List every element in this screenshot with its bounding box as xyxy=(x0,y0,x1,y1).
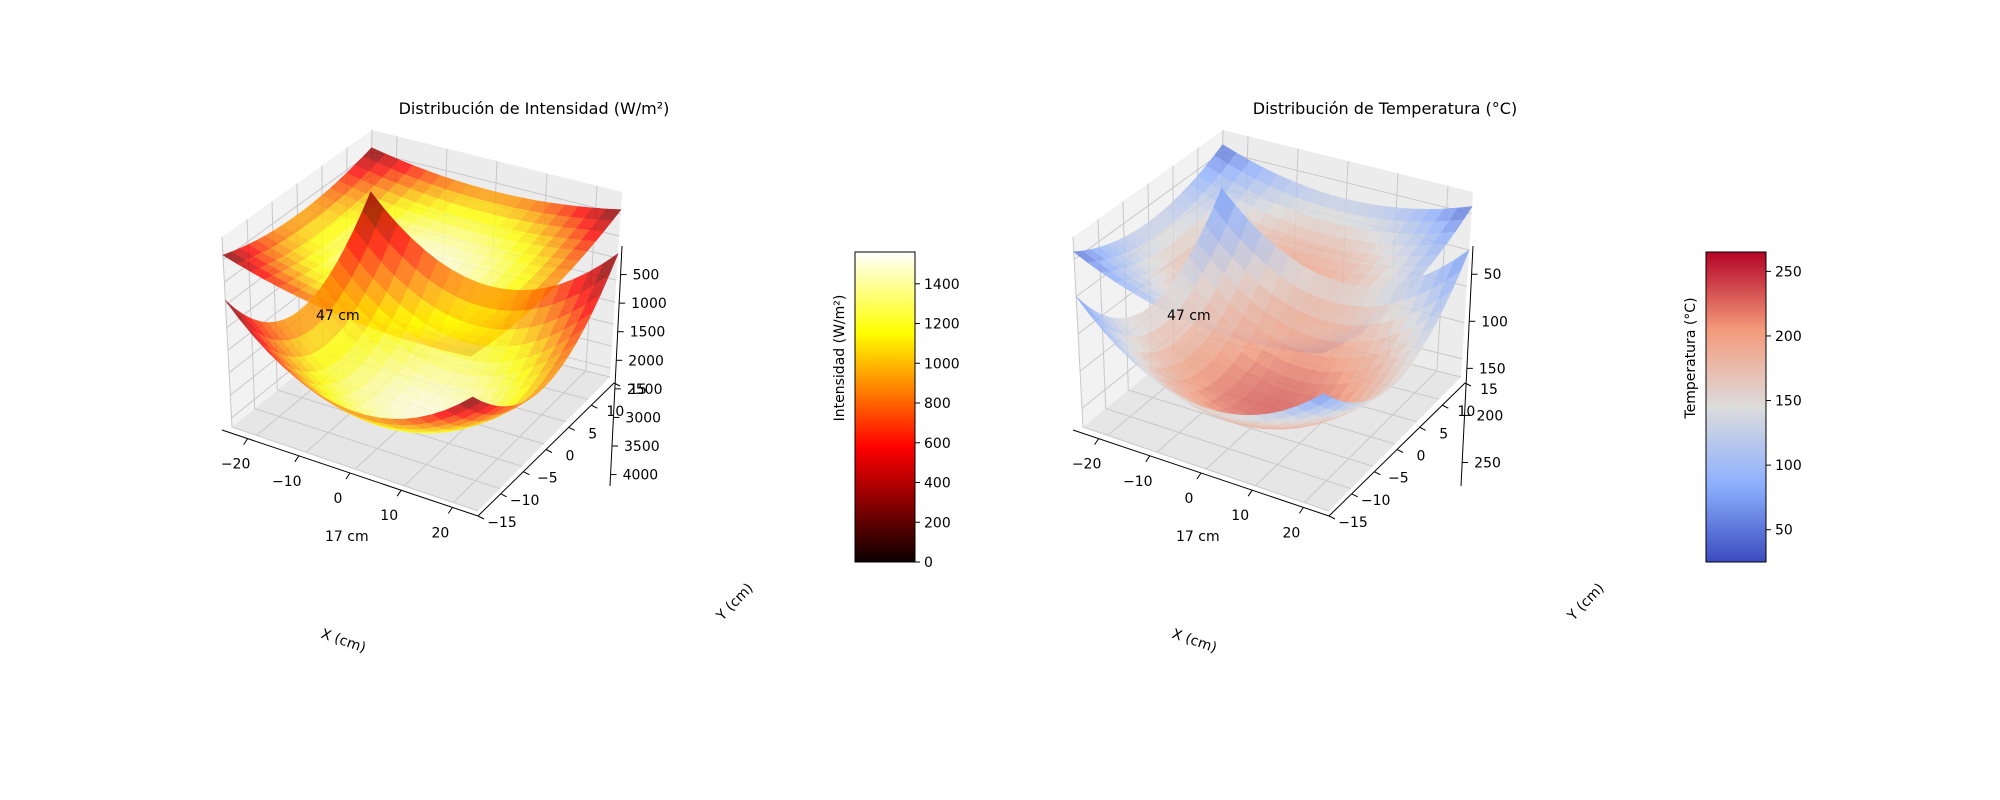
y-tick-label: −10 xyxy=(510,493,540,509)
y-tick xyxy=(568,426,575,431)
y-tick xyxy=(1328,515,1336,520)
y-tick-label: −15 xyxy=(487,515,517,531)
x-tick xyxy=(1145,455,1151,463)
x-tick xyxy=(243,438,249,445)
x-tick-label: −20 xyxy=(1072,457,1102,473)
y-gridline xyxy=(246,219,501,490)
chart-title: Distribución de Temperatura (°C) xyxy=(1253,99,1517,118)
y-tick-label: 0 xyxy=(1417,449,1426,465)
colorbar-tick-label: 1000 xyxy=(924,356,960,372)
y-tick xyxy=(500,493,507,498)
colorbar-label: Intensidad (W/m²) xyxy=(832,295,848,422)
x-tick xyxy=(447,507,453,514)
z-tick-label: 3500 xyxy=(624,439,660,455)
colorbar-tick-label: 0 xyxy=(924,555,933,571)
y-tick xyxy=(613,382,621,387)
annotation-17cm: 17 cm xyxy=(325,529,369,545)
z-tick-label: 2500 xyxy=(627,382,663,398)
y-tick-label: −10 xyxy=(1361,493,1391,509)
x-tick xyxy=(1247,489,1253,497)
x-axis-label: X (cm) xyxy=(319,626,368,656)
z-tick-label: 500 xyxy=(633,268,660,284)
z-axis-line xyxy=(1460,245,1474,487)
colorbar-tick-label: 400 xyxy=(924,476,951,492)
x-tick xyxy=(294,455,300,463)
z-tick-label: 250 xyxy=(1474,455,1501,471)
y-tick-label: 5 xyxy=(588,426,597,442)
y-tick-label: 15 xyxy=(629,382,647,398)
x-tick-label: 10 xyxy=(380,508,398,524)
y-gridline xyxy=(1072,236,1330,512)
y-tick xyxy=(1442,404,1449,409)
x-tick xyxy=(396,489,402,497)
x-axis-label: X (cm) xyxy=(1170,626,1219,656)
z-tick-label: 2000 xyxy=(628,353,664,369)
surface-cell xyxy=(1309,393,1333,406)
x-tick xyxy=(1196,472,1202,480)
y-tick xyxy=(1419,426,1426,431)
y-tick-label: −5 xyxy=(1388,471,1409,487)
z-tick-label: 200 xyxy=(1477,408,1504,424)
surface-cell xyxy=(458,396,482,410)
colorbar xyxy=(1705,251,1767,563)
y-tick xyxy=(1374,471,1381,476)
z-tick-label: 150 xyxy=(1479,361,1506,377)
x-tick-label: 10 xyxy=(1231,508,1249,524)
z-tick-label: 100 xyxy=(1481,314,1508,330)
z-tick-label: 1500 xyxy=(630,325,666,341)
y-tick-label: −5 xyxy=(537,471,558,487)
colorbar-tick-label: 1200 xyxy=(924,317,960,333)
x-tick-label: −10 xyxy=(1123,474,1153,490)
y-tick xyxy=(477,515,485,520)
x-tick-label: −20 xyxy=(221,457,251,473)
chart-title: Distribución de Intensidad (W/m²) xyxy=(399,99,670,118)
colorbar-tick-label: 200 xyxy=(1775,329,1802,345)
colorbar-tick-label: 100 xyxy=(1775,458,1802,474)
z-tick-label: 4000 xyxy=(623,468,659,484)
y-tick xyxy=(1464,382,1472,387)
colorbar-tick-label: 800 xyxy=(924,396,951,412)
y-tick-label: 10 xyxy=(606,404,624,420)
intensity-panel: −20−1001020−15−10−5051015500100015002000… xyxy=(221,99,960,656)
y-tick xyxy=(523,471,530,476)
z-tick-label: 1000 xyxy=(631,296,667,312)
annotation-47cm: 47 cm xyxy=(1167,308,1211,324)
y-tick-label: 15 xyxy=(1480,382,1498,398)
x-tick-label: 0 xyxy=(334,491,343,507)
x-tick xyxy=(1094,438,1100,445)
y-tick-label: −15 xyxy=(1338,515,1368,531)
y-axis-label: Y (cm) xyxy=(713,580,757,624)
x-tick xyxy=(1298,507,1304,514)
x-tick-label: −10 xyxy=(272,474,302,490)
x-tick-label: 20 xyxy=(431,525,449,541)
y-tick-label: 5 xyxy=(1439,426,1448,442)
y-tick xyxy=(1351,493,1358,498)
z-tick-label: 3000 xyxy=(625,410,661,426)
surface-17cm xyxy=(1075,187,1470,430)
y-tick-label: 10 xyxy=(1457,404,1475,420)
y-gridline xyxy=(1097,219,1352,490)
colorbar xyxy=(854,251,916,563)
colorbar-tick-label: 200 xyxy=(924,515,951,531)
colorbar-tick-label: 50 xyxy=(1775,523,1793,539)
colorbar-tick-label: 1400 xyxy=(924,277,960,293)
y-tick xyxy=(545,449,553,453)
temperature-panel: −20−1001020−15−10−505101550100150200250X… xyxy=(1072,99,1802,656)
y-axis-label: Y (cm) xyxy=(1564,580,1608,624)
colorbar-tick-label: 250 xyxy=(1775,264,1802,280)
x-tick-label: 0 xyxy=(1185,491,1194,507)
x-tick-label: 20 xyxy=(1282,525,1300,541)
colorbar-label: Temperatura (°C) xyxy=(1683,297,1699,419)
annotation-47cm: 47 cm xyxy=(316,308,360,324)
colorbar-tick-label: 150 xyxy=(1775,394,1802,410)
y-tick-label: 0 xyxy=(566,449,575,465)
y-tick xyxy=(1396,449,1404,453)
y-tick xyxy=(591,404,598,409)
x-tick xyxy=(345,472,351,480)
annotation-17cm: 17 cm xyxy=(1176,529,1220,545)
surface-17cm xyxy=(225,191,619,434)
colorbar-tick-label: 600 xyxy=(924,436,951,452)
z-tick-label: 50 xyxy=(1484,267,1502,283)
